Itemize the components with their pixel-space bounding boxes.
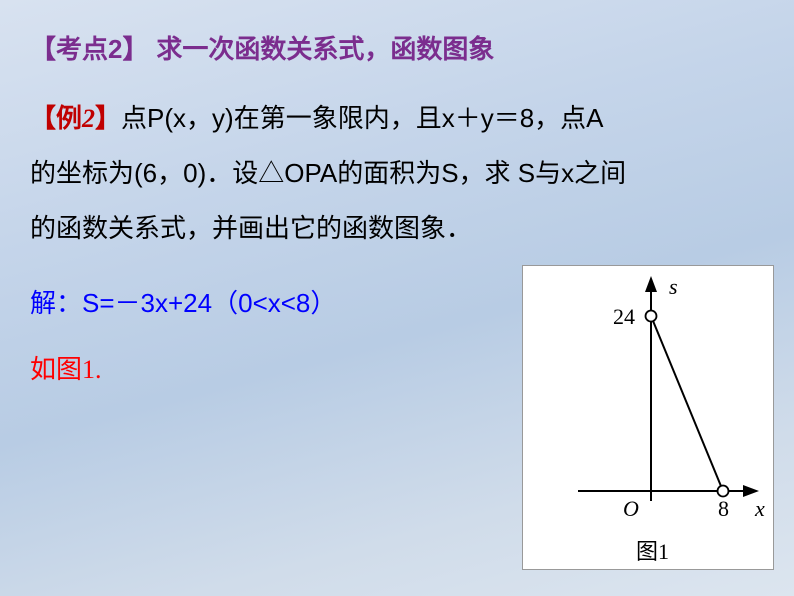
graph-svg: s 24 O 8 x 图1 [523, 266, 775, 571]
solution-formula: S=－3x+24 [82, 288, 212, 318]
y-intercept-label: 24 [613, 304, 635, 329]
solution-prefix: 解： [30, 288, 82, 318]
origin-label: O [623, 496, 639, 521]
x-intercept-label: 8 [718, 496, 729, 521]
problem-label: 例 [56, 103, 82, 133]
solution-column: 解：S=－3x+24（0<x<8） 如图1. [30, 273, 522, 396]
header-bracket-close: 】 [123, 34, 149, 64]
header-line: 【考点2】求一次函数关系式，函数图象 [30, 22, 764, 77]
header-bracket-open: 【 [30, 34, 56, 64]
problem-line-1: 【例2】点P(x，y)在第一象限内，且x＋y＝8，点A [30, 91, 764, 147]
graph-caption: 图1 [636, 539, 669, 564]
problem-bracket-open: 【 [30, 103, 56, 133]
header-title: 求一次函数关系式，函数图象 [156, 34, 494, 64]
function-line [651, 316, 723, 491]
problem-text-1: 点P(x，y)在第一象限内，且x＋y＝8，点A [121, 103, 603, 133]
solution-ref: 如图1. [30, 355, 102, 384]
header-label: 考点 [56, 34, 108, 64]
problem-line-2: 的坐标为(6，0)．设△OPA的面积为S，求 S与x之间 [30, 146, 764, 201]
y-axis-label: s [669, 274, 678, 299]
y-axis-arrow [645, 276, 657, 292]
header-num: 2 [108, 34, 122, 64]
solution-row: 解：S=－3x+24（0<x<8） 如图1. s 24 O 8 x 图1 [30, 273, 764, 570]
y-intercept-marker [646, 311, 657, 322]
problem-num: 2 [82, 104, 95, 133]
problem-line-3: 的函数关系式，并画出它的函数图象． [30, 201, 764, 256]
problem-bracket-close: 】 [95, 103, 121, 133]
x-intercept-marker [718, 486, 729, 497]
solution-domain: （0<x<8） [212, 288, 336, 318]
solution-line-2: 如图1. [30, 343, 522, 396]
solution-line-1: 解：S=－3x+24（0<x<8） [30, 277, 522, 329]
graph-container: s 24 O 8 x 图1 [522, 265, 774, 570]
x-axis-label: x [754, 496, 765, 521]
